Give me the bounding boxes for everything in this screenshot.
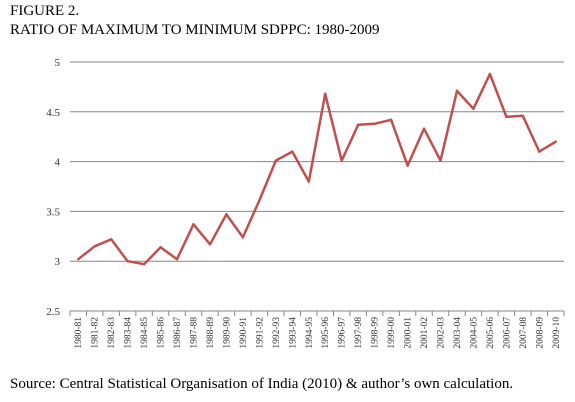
data-point — [488, 72, 492, 76]
data-point — [77, 258, 80, 261]
data-point — [225, 213, 228, 216]
x-tick-label: 1999-00 — [387, 317, 397, 349]
x-tick-label: 2006-07 — [502, 317, 512, 349]
data-point — [521, 114, 525, 117]
x-tick-label: 1994-95 — [305, 317, 315, 349]
x-tick-label: 1980-81 — [74, 317, 84, 349]
x-tick-label: 1986-87 — [173, 317, 183, 349]
data-point — [340, 159, 343, 162]
data-point — [175, 258, 179, 261]
y-tick-label: 4 — [55, 157, 61, 169]
x-axis-ticks: 1980-81 1981-82 1982-83 1983-84 1984-85 1985-… — [74, 317, 562, 349]
data-point — [422, 127, 426, 130]
x-tick-label: 1983-84 — [124, 317, 134, 349]
data-point — [274, 159, 278, 162]
y-tick-label: 5 — [55, 57, 61, 69]
x-tick-label: 1995-96 — [321, 317, 331, 349]
x-axis — [69, 310, 565, 316]
data-point — [406, 164, 409, 167]
series-layer — [77, 72, 557, 266]
x-tick-label: 2008-09 — [535, 317, 545, 349]
x-tick-label: 1989-90 — [222, 317, 232, 349]
source-note: Source: Central Statistical Organisation… — [10, 376, 514, 392]
x-tick-label: 1984-85 — [140, 317, 150, 349]
x-tick-label: 1982-83 — [107, 317, 117, 349]
x-tick-label: 2004-05 — [469, 317, 479, 349]
x-tick-label: 1981-82 — [91, 317, 101, 349]
x-tick-label: 1998-99 — [371, 317, 381, 349]
data-point — [109, 238, 113, 241]
x-tick-label: 2003-04 — [453, 317, 463, 349]
data-point — [291, 150, 294, 153]
data-point — [472, 107, 475, 111]
figure-title: RATIO OF MAXIMUM TO MINIMUM SDPPC: 1980-… — [10, 22, 380, 38]
data-point — [208, 243, 212, 246]
x-tick-label: 2002-03 — [437, 317, 447, 349]
x-tick-label: 2000-01 — [404, 317, 414, 349]
data-point — [373, 122, 376, 125]
data-point — [241, 236, 245, 239]
x-tick-label: 1992-93 — [272, 317, 282, 349]
x-tick-label: 1988-89 — [206, 317, 216, 349]
y-axis-ticks: 2.5 3 3.5 4 4.5 5 — [46, 57, 60, 318]
y-tick-label: 4.5 — [46, 107, 60, 119]
figure-label: FIGURE 2. — [10, 3, 80, 19]
data-point — [307, 180, 310, 183]
data-point — [258, 199, 261, 202]
y-tick-label: 3 — [55, 256, 61, 268]
gridlines — [70, 61, 564, 262]
data-point — [554, 140, 557, 143]
data-point — [389, 118, 393, 121]
x-tick-label: 1996-97 — [338, 317, 348, 349]
data-point — [505, 115, 508, 118]
x-tick-label: 2001-02 — [420, 317, 430, 349]
x-tick-label: 2007-08 — [519, 317, 529, 349]
x-tick-label: 1990-91 — [239, 317, 249, 349]
data-point — [324, 92, 327, 96]
data-point — [455, 89, 459, 93]
x-tick-label: 1993-94 — [288, 317, 298, 349]
x-tick-label: 2009-10 — [552, 317, 562, 349]
x-tick-label: 1987-88 — [190, 317, 200, 349]
data-point — [192, 223, 195, 226]
data-point — [439, 159, 442, 162]
data-point — [356, 123, 360, 126]
data-point — [93, 245, 96, 248]
y-tick-label: 2.5 — [46, 306, 60, 318]
x-tick-label: 1985-86 — [157, 317, 167, 349]
y-tick-label: 3.5 — [46, 206, 60, 218]
data-point — [126, 260, 129, 263]
series-line — [77, 72, 557, 266]
x-tick-label: 1997-98 — [354, 317, 364, 349]
x-tick-label: 2005-06 — [486, 317, 496, 349]
data-point — [142, 262, 146, 266]
x-tick-label: 1991-92 — [255, 317, 265, 349]
data-point — [159, 246, 162, 249]
data-point — [538, 150, 541, 153]
